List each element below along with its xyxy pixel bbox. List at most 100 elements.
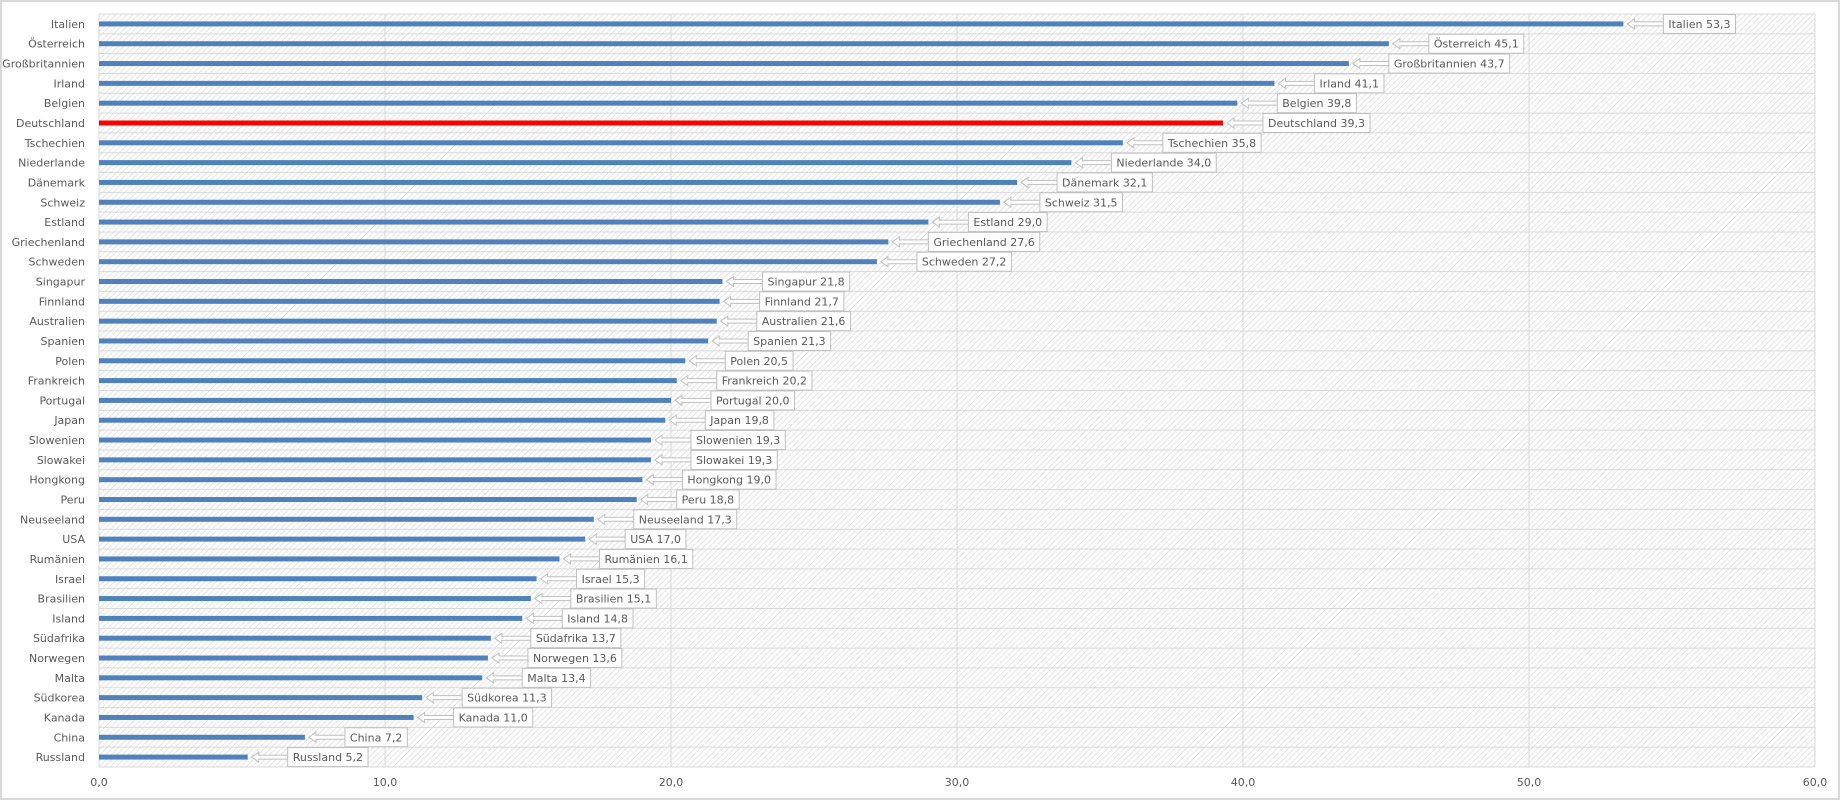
bar bbox=[99, 635, 491, 641]
bar bbox=[99, 21, 1624, 27]
category-label: Singapur bbox=[36, 276, 86, 289]
data-label: Kanada 11,0 bbox=[459, 711, 528, 724]
category-label: Australien bbox=[29, 315, 85, 328]
bar bbox=[99, 695, 423, 701]
category-label: Slowakei bbox=[37, 454, 85, 467]
data-label-box bbox=[598, 548, 694, 569]
data-label-box bbox=[521, 667, 592, 688]
category-label: Belgien bbox=[44, 97, 85, 110]
x-tick-label: 40,0 bbox=[1231, 776, 1256, 789]
data-label: Malta 13,4 bbox=[527, 672, 585, 685]
category-label: China bbox=[54, 731, 85, 744]
data-label: Polen 20,5 bbox=[730, 355, 788, 368]
x-tick-label: 20,0 bbox=[659, 776, 684, 789]
x-tick-label: 10,0 bbox=[373, 776, 398, 789]
data-label: Slowakei 19,3 bbox=[696, 454, 772, 467]
bar bbox=[99, 477, 643, 483]
data-label-box bbox=[1313, 73, 1385, 94]
data-label-box bbox=[461, 687, 553, 708]
category-label: Island bbox=[52, 612, 85, 625]
category-label: Finnland bbox=[39, 295, 85, 308]
data-label-box bbox=[927, 231, 1041, 252]
bar bbox=[99, 239, 889, 245]
category-label: Slowenien bbox=[29, 434, 85, 447]
category-label: Neuseeland bbox=[20, 513, 85, 526]
data-label-box bbox=[576, 568, 646, 589]
data-label-box bbox=[1039, 192, 1123, 213]
data-label-box bbox=[724, 350, 794, 371]
bar bbox=[99, 457, 651, 463]
data-label: Israel 15,3 bbox=[582, 573, 640, 586]
data-label: Singapur 21,8 bbox=[767, 276, 844, 289]
category-label: USA bbox=[62, 533, 85, 546]
data-label-box bbox=[624, 529, 687, 550]
data-label: Griechenland 27,6 bbox=[933, 236, 1034, 249]
data-label-box bbox=[530, 628, 622, 649]
data-label: Finnland 21,7 bbox=[765, 295, 839, 308]
data-label: Rumänien 16,1 bbox=[604, 553, 687, 566]
data-label-box bbox=[676, 489, 740, 510]
bar bbox=[99, 199, 1000, 205]
bar bbox=[99, 675, 483, 681]
bar bbox=[99, 437, 651, 443]
data-label-box bbox=[1662, 13, 1737, 34]
data-label: Japan 19,8 bbox=[709, 414, 769, 427]
bar bbox=[99, 417, 666, 423]
data-label-box bbox=[710, 390, 796, 411]
data-label: Brasilien 15,1 bbox=[576, 593, 651, 606]
data-label-box bbox=[570, 588, 657, 609]
data-label-box bbox=[1110, 152, 1217, 173]
category-label: Japan bbox=[53, 414, 85, 427]
data-label: Russland 5,2 bbox=[293, 751, 363, 764]
data-label: Dänemark 32,1 bbox=[1062, 176, 1147, 189]
data-label-box bbox=[1388, 53, 1511, 74]
data-label: Großbritannien 43,7 bbox=[1394, 58, 1505, 71]
category-label: Italien bbox=[51, 18, 85, 31]
category-label: Spanien bbox=[41, 335, 86, 348]
bar bbox=[99, 615, 523, 621]
data-label: Niederlande 34,0 bbox=[1116, 157, 1211, 170]
category-label: Irland bbox=[53, 77, 85, 90]
data-label-box bbox=[1262, 112, 1371, 133]
data-label: Slowenien 19,3 bbox=[696, 434, 780, 447]
data-label-box bbox=[633, 509, 738, 530]
bar bbox=[99, 219, 929, 225]
category-label: Hongkong bbox=[29, 474, 85, 487]
category-label: Österreich bbox=[28, 38, 85, 51]
data-label-box bbox=[561, 608, 634, 629]
bar bbox=[99, 100, 1238, 106]
category-label: Rumänien bbox=[30, 553, 85, 566]
data-label-box bbox=[761, 271, 851, 292]
data-label: Norwegen 13,6 bbox=[533, 652, 617, 665]
data-label-box bbox=[527, 648, 623, 669]
data-label-box bbox=[756, 311, 851, 332]
category-label: Polen bbox=[55, 355, 85, 368]
category-label: Südkorea bbox=[34, 692, 85, 705]
data-label-box bbox=[1056, 172, 1153, 193]
data-label-box bbox=[344, 727, 408, 748]
data-label-box bbox=[747, 330, 832, 351]
data-label: Südafrika 13,7 bbox=[536, 632, 616, 645]
bar bbox=[99, 358, 686, 364]
bar bbox=[99, 160, 1072, 166]
category-label: Russland bbox=[36, 751, 85, 764]
category-label: Niederlande bbox=[18, 157, 85, 170]
bar bbox=[99, 179, 1018, 185]
data-label: USA 17,0 bbox=[630, 533, 681, 546]
x-tick-label: 30,0 bbox=[945, 776, 970, 789]
category-label: Großbritannien bbox=[2, 58, 85, 71]
data-label: Peru 18,8 bbox=[682, 493, 735, 506]
category-label: Kanada bbox=[44, 711, 85, 724]
data-label: Australien 21,6 bbox=[762, 315, 846, 328]
bar bbox=[99, 496, 637, 502]
data-label: Italien 53,3 bbox=[1668, 18, 1730, 31]
data-label: Schweden 27,2 bbox=[922, 256, 1006, 269]
data-label-box bbox=[1162, 132, 1262, 153]
category-label: Portugal bbox=[39, 394, 85, 407]
bar bbox=[99, 536, 586, 542]
data-label: Schweiz 31,5 bbox=[1045, 196, 1118, 209]
bar bbox=[99, 754, 248, 760]
category-label: Griechenland bbox=[12, 236, 85, 249]
data-label-box bbox=[704, 410, 775, 431]
